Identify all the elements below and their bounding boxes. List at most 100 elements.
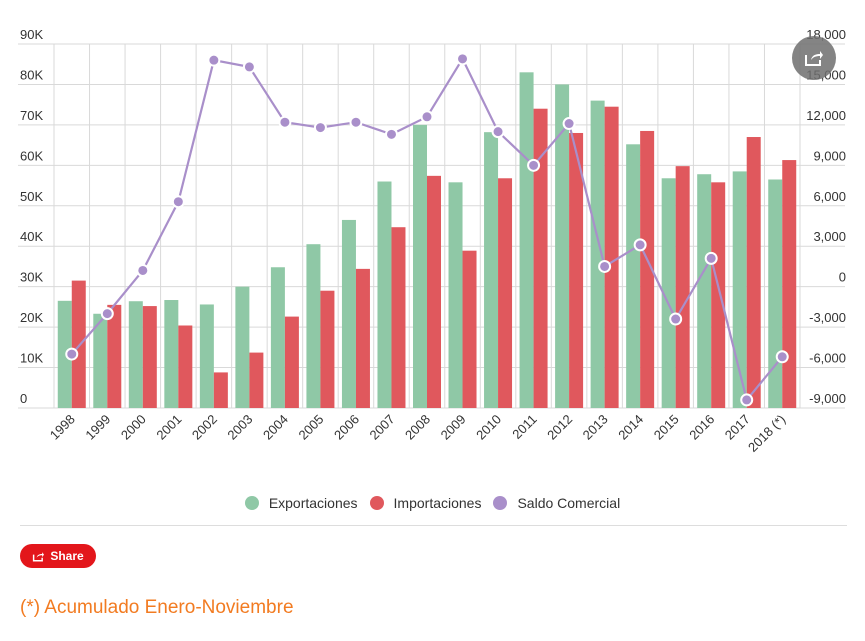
left-tick-label: 30K xyxy=(20,270,43,285)
line-point xyxy=(65,347,79,361)
share-icon xyxy=(805,51,823,66)
bar-importaciones xyxy=(640,130,655,408)
line-series xyxy=(65,52,789,407)
left-tick-label: 10K xyxy=(20,351,43,366)
footnote: (*) Acumulado Enero-Noviembre xyxy=(20,597,294,618)
line-point xyxy=(100,307,114,321)
x-tick-label: 2013 xyxy=(580,412,611,443)
legend-item-exportaciones[interactable]: Exportaciones xyxy=(244,495,358,511)
bar-exportaciones xyxy=(341,219,356,408)
right-tick-label: -3,000 xyxy=(809,310,846,325)
bar-importaciones xyxy=(569,132,584,408)
line-point xyxy=(775,350,789,364)
x-tick-label: 2010 xyxy=(473,412,504,443)
legend-item-importaciones[interactable]: Importaciones xyxy=(369,495,481,511)
x-tick-label: 1998 xyxy=(47,412,78,443)
x-tick-label: 2001 xyxy=(153,412,184,443)
bar-exportaciones xyxy=(590,100,605,408)
line-point xyxy=(456,52,470,66)
x-tick-label: 2000 xyxy=(118,412,149,443)
bar-importaciones xyxy=(71,280,86,408)
bar-importaciones xyxy=(604,106,619,408)
x-tick-label: 2011 xyxy=(509,412,539,442)
legend-swatch xyxy=(369,496,384,510)
left-tick-label: 40K xyxy=(20,229,43,244)
left-tick-label: 90K xyxy=(20,27,43,42)
left-axis: 0 10K 20K 30K 40K 50K 60K 70K 80K 90K xyxy=(20,27,43,406)
x-tick-label: 2002 xyxy=(189,412,220,443)
line-point xyxy=(349,115,363,129)
left-tick-label: 20K xyxy=(20,310,43,325)
bar-exportaciones xyxy=(93,313,108,408)
legend-label: Exportaciones xyxy=(268,495,358,511)
bar-exportaciones xyxy=(768,179,783,408)
bar-importaciones xyxy=(284,316,299,408)
share-icon xyxy=(33,551,45,562)
line-point xyxy=(740,393,754,407)
x-tick-label: 2006 xyxy=(331,412,362,443)
x-tick-label: 2018 (*) xyxy=(745,412,788,455)
legend-label: Saldo Comercial xyxy=(517,495,621,511)
line-point xyxy=(207,53,221,67)
bar-importaciones xyxy=(107,304,122,408)
line-point xyxy=(171,195,185,209)
bar-importaciones xyxy=(391,227,406,408)
x-axis: 1998 1999 2000 2001 2002 2003 2004 2005 2006 2007… xyxy=(47,412,789,455)
left-tick-label: 50K xyxy=(20,189,43,204)
right-tick-label: 12,000 xyxy=(806,108,846,123)
bar-exportaciones xyxy=(306,244,321,408)
bar-exportaciones xyxy=(448,182,463,408)
line-point xyxy=(491,125,505,139)
bar-importaciones xyxy=(711,182,726,408)
x-tick-label: 1999 xyxy=(82,412,113,443)
left-tick-label: 60K xyxy=(20,148,43,163)
right-tick-label: 3,000 xyxy=(813,229,846,244)
right-tick-label: 9,000 xyxy=(813,148,846,163)
left-tick-label: 0 xyxy=(20,391,27,406)
right-tick-label: -9,000 xyxy=(809,391,846,406)
bar-importaciones xyxy=(533,108,548,408)
line-point xyxy=(384,127,398,141)
bar-importaciones xyxy=(746,137,761,408)
bar-exportaciones xyxy=(128,301,143,408)
bar-importaciones xyxy=(355,268,370,408)
bar-importaciones xyxy=(178,325,193,408)
left-tick-label: 70K xyxy=(20,108,43,123)
x-tick-label: 2017 xyxy=(722,412,753,443)
bar-exportaciones xyxy=(661,178,676,408)
divider xyxy=(20,525,847,526)
share-label: Share xyxy=(50,549,84,563)
bar-importaciones xyxy=(675,166,690,408)
line-point xyxy=(527,158,541,172)
legend-swatch xyxy=(493,496,508,510)
bar-exportaciones xyxy=(484,132,499,408)
x-tick-label: 2014 xyxy=(615,412,646,443)
bar-importaciones xyxy=(213,372,228,408)
x-tick-label: 2007 xyxy=(367,412,398,443)
line-point xyxy=(669,312,683,326)
line-point xyxy=(242,60,256,74)
bar-series xyxy=(57,72,797,409)
line-point xyxy=(420,110,434,124)
bar-exportaciones xyxy=(164,300,179,408)
bar-exportaciones xyxy=(732,171,747,408)
bar-exportaciones xyxy=(519,72,534,409)
legend-item-saldo-comercial[interactable]: Saldo Comercial xyxy=(493,495,620,511)
share-button[interactable]: Share xyxy=(20,544,96,568)
bar-exportaciones xyxy=(626,144,641,408)
bar-exportaciones xyxy=(413,124,427,408)
bar-exportaciones xyxy=(697,174,712,408)
x-tick-label: 2016 xyxy=(686,412,717,443)
bar-importaciones xyxy=(249,352,264,408)
floating-share-button[interactable] xyxy=(792,36,836,80)
line-point xyxy=(598,259,612,273)
x-tick-label: 2004 xyxy=(260,412,291,443)
line-point xyxy=(313,121,327,135)
right-tick-label: -6,000 xyxy=(809,351,846,366)
line-point xyxy=(562,117,576,131)
bar-exportaciones xyxy=(555,84,570,408)
x-tick-label: 2009 xyxy=(438,412,469,443)
chart-grid xyxy=(18,43,845,409)
x-tick-label: 2005 xyxy=(295,412,326,443)
bar-importaciones xyxy=(427,175,441,408)
